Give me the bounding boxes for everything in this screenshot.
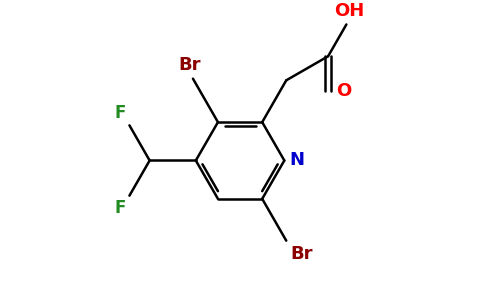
Text: F: F: [114, 104, 125, 122]
Text: OH: OH: [334, 2, 364, 20]
Text: N: N: [289, 152, 304, 169]
Text: Br: Br: [179, 56, 201, 74]
Text: Br: Br: [290, 244, 313, 262]
Text: O: O: [336, 82, 351, 100]
Text: F: F: [114, 199, 125, 217]
